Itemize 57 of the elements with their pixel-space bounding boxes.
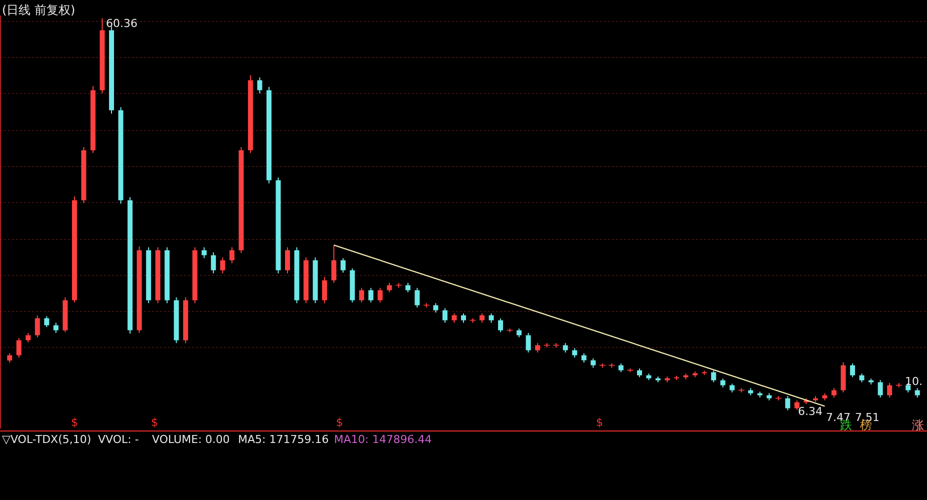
candlestick [442,308,448,324]
candlestick [229,246,234,264]
annotation: $ [71,416,78,429]
candlestick [488,312,494,324]
text: MA5: 171759.16 [238,433,329,446]
candlestick [461,312,466,324]
annotation: $ [151,416,158,429]
candlestick [590,358,596,368]
candlestick [498,318,504,333]
annotation: 涨 [912,418,924,432]
text: MA10: 147896.44 [334,433,432,446]
annotation: $ [336,416,343,429]
candlestick [850,362,856,378]
candlestick [452,312,457,324]
candlestick [340,258,346,274]
annotation: $ [596,416,603,429]
candlestick [832,388,837,398]
annotation: 10. [905,375,922,388]
candlestick [386,282,392,293]
candlestick [878,380,883,398]
candlestick [16,337,22,358]
candlestick [34,314,40,338]
candlestick [405,282,410,293]
text: ▽VOL-TDX(5,10) [2,433,92,446]
candlestick [433,302,438,314]
candlestick [202,246,207,259]
candlestick [53,322,58,334]
candlestick [220,256,226,274]
annotation: 60.36 [106,17,138,30]
candlestick [562,342,568,354]
annotation: 榜 [860,418,872,432]
annotation: 6.34 [798,405,822,418]
candlestick [572,348,578,358]
candlestick [581,352,586,364]
candlestick [794,400,800,410]
candlestick [526,332,531,354]
candlestick [480,312,485,324]
text: VVOL: - [98,433,139,446]
text: VOLUME: 0.00 [152,433,230,446]
candlestick [785,396,790,411]
candlestick [711,370,716,383]
candlestick [210,252,216,274]
candlestick [359,287,364,303]
candlestick [414,287,420,308]
candlestick [7,352,12,364]
candlestick [331,244,336,284]
candlestick [285,246,290,274]
candlestick [378,287,383,303]
chart-title: (日线 前复权) [2,3,76,17]
candlestick [44,316,50,328]
candlestick [26,332,31,343]
candlestick [887,382,892,398]
candlestick [535,342,540,354]
candlestick [257,76,262,94]
candlestick [322,276,328,304]
candlestick [914,388,920,398]
candlestick [368,287,374,303]
